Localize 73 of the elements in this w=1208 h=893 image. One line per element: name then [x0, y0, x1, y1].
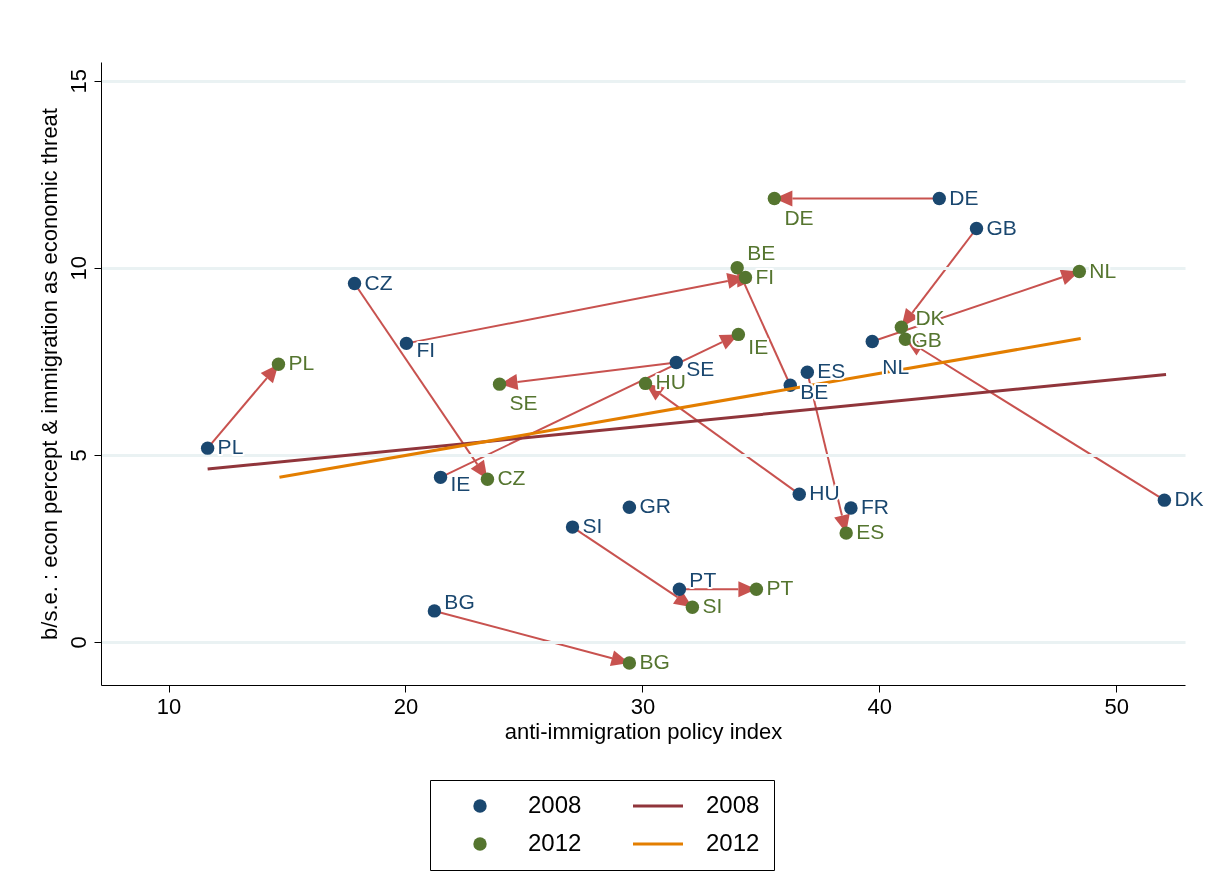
x-tick-label: 40: [867, 693, 893, 719]
data-label: PT: [689, 568, 717, 592]
data-label: CZ: [364, 270, 393, 294]
x-tick-label: 20: [393, 693, 419, 719]
point: [839, 526, 853, 540]
data-label: IE: [450, 472, 471, 496]
y-tick-label: 15: [65, 68, 91, 94]
point: [669, 355, 683, 370]
legend-label: 2008: [706, 791, 760, 818]
point: [1072, 264, 1087, 279]
point: [1157, 493, 1172, 507]
data-label: BG: [444, 589, 475, 613]
point: [730, 261, 744, 275]
point: [767, 191, 782, 206]
x-axis-title: anti-immigration policy index: [504, 718, 783, 744]
y-tick-label: 5: [65, 449, 91, 462]
y-axis-title: b/s.e. : econ percept & immigration as economic threat: [36, 108, 62, 640]
point: [865, 334, 879, 349]
x-tick-label: 30: [630, 693, 656, 719]
point: [433, 470, 448, 485]
data-label: DK: [1174, 487, 1204, 511]
data-label: SI: [702, 594, 723, 618]
legend-label: 2012: [528, 829, 582, 856]
data-label: SE: [509, 391, 538, 415]
data-label: SI: [582, 514, 603, 538]
point: [622, 656, 637, 670]
data-label: BE: [747, 240, 776, 264]
data-label: DE: [784, 205, 814, 229]
data-label: FR: [860, 495, 889, 519]
y-tick-label: 0: [65, 636, 91, 649]
point: [622, 500, 637, 514]
point: [200, 441, 215, 455]
point: [399, 336, 414, 351]
point: [480, 472, 495, 486]
point: [898, 332, 913, 346]
data-label: PL: [217, 435, 244, 459]
point: [565, 520, 580, 534]
point: [347, 276, 362, 291]
point: [638, 376, 653, 391]
data-label: PT: [766, 576, 794, 600]
point: [932, 191, 946, 206]
point: [969, 221, 984, 236]
data-label: FI: [755, 264, 775, 288]
legend-label: 2012: [706, 829, 760, 856]
data-label: ES: [856, 520, 885, 544]
y-tick-label: 10: [65, 256, 91, 281]
data-label: ES: [817, 359, 846, 383]
point: [894, 320, 909, 334]
data-label: FI: [416, 338, 436, 362]
data-label: GR: [639, 494, 671, 518]
point: [271, 357, 286, 372]
point: [492, 377, 507, 391]
data-label: DE: [949, 185, 979, 209]
data-label: GB: [986, 215, 1017, 239]
point: [800, 365, 815, 379]
data-label: PL: [288, 351, 315, 375]
point: [749, 582, 764, 596]
data-label: IE: [748, 335, 769, 359]
legend-label: 2008: [528, 791, 582, 818]
point: [672, 582, 687, 596]
data-label: SE: [686, 357, 715, 381]
data-label: NL: [1089, 258, 1117, 282]
data-label: HU: [655, 370, 686, 394]
data-label: BG: [639, 649, 670, 673]
point: [731, 327, 746, 342]
point: [792, 487, 806, 501]
data-label: CZ: [497, 466, 526, 490]
data-label: GB: [911, 328, 942, 352]
point: [685, 600, 700, 614]
x-tick-label: 10: [156, 693, 182, 719]
point: [844, 501, 858, 515]
point: [427, 604, 442, 618]
x-tick-label: 50: [1104, 693, 1130, 719]
